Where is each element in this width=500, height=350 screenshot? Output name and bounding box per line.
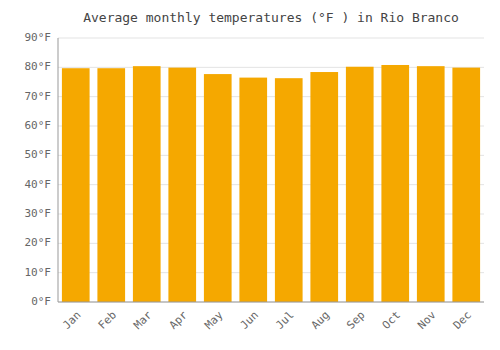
y-tick-label: 50°F: [25, 148, 52, 161]
title: Average monthly temperatures (°F ) in Ri…: [83, 10, 459, 25]
grid-line: [58, 38, 484, 39]
x-axis: Jan Feb Mar Apr May Jun Jul Aug Sep Oct Nov Dec: [60, 308, 474, 332]
x-tick-label: Sep: [344, 309, 367, 332]
x-tick-label: Aug: [309, 309, 332, 332]
bar: [381, 65, 409, 302]
bar: [204, 74, 232, 302]
y-tick-label: 80°F: [25, 60, 52, 73]
bar: [97, 68, 125, 302]
y-axis: 0°F 10°F 20°F 30°F 40°F 50°F 60°F 70°F 80°F 90°F: [25, 31, 52, 308]
y-tick-label: 20°F: [25, 236, 52, 249]
x-tick-label: Nov: [415, 308, 439, 332]
bar: [417, 66, 445, 302]
bar: [310, 72, 338, 302]
x-tick-label: Mar: [131, 308, 155, 332]
x-tick-label: Apr: [167, 308, 191, 332]
bar: [239, 78, 267, 302]
y-axis-line: [58, 38, 59, 302]
x-tick-label: Dec: [451, 309, 474, 332]
y-tick-label: 70°F: [25, 90, 52, 103]
bar: [168, 68, 196, 302]
y-tick-label: 90°F: [25, 31, 52, 44]
x-tick-label: Jan: [60, 309, 83, 332]
x-tick-label: Jun: [238, 309, 261, 332]
chart: 0°F 10°F 20°F 30°F 40°F 50°F 60°F 70°F 80°F 90°F J…: [0, 0, 500, 350]
y-tick-label: 0°F: [31, 295, 51, 308]
x-tick-label: Feb: [96, 309, 119, 332]
bar: [346, 67, 374, 302]
bar: [62, 68, 90, 302]
x-tick-label: Jul: [273, 309, 296, 332]
y-tick-label: 40°F: [25, 178, 52, 191]
grid-line: [58, 302, 484, 303]
y-tick-label: 60°F: [25, 119, 52, 132]
x-tick-label: Oct: [380, 309, 403, 332]
y-tick-label: 10°F: [25, 266, 52, 279]
y-tick-label: 30°F: [25, 207, 52, 220]
y-grid: [58, 38, 484, 302]
bar: [133, 66, 161, 302]
bar: [275, 78, 303, 302]
bars: [62, 65, 480, 302]
bar: [452, 68, 480, 302]
x-tick-label: May: [202, 308, 226, 332]
x-axis-line: [58, 302, 484, 303]
